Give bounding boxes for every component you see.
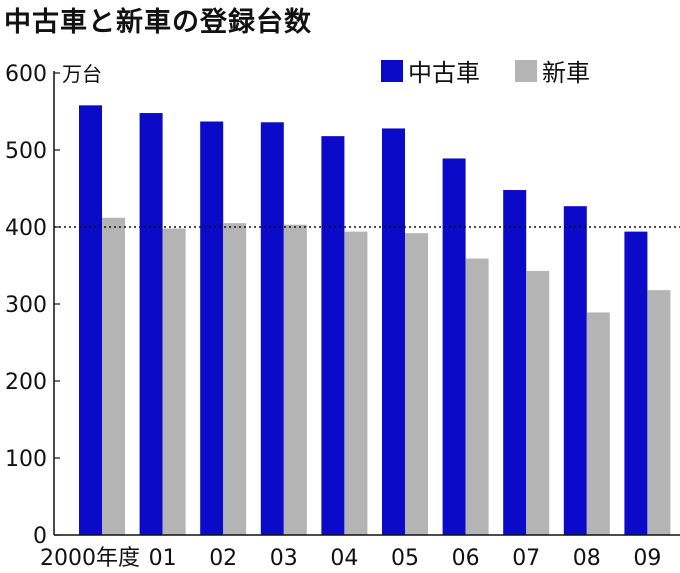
- bar-new-car: [405, 233, 428, 535]
- y-tick-label: 600: [5, 62, 47, 87]
- x-tick-label: 01: [149, 546, 177, 571]
- bar-used-car: [563, 206, 587, 535]
- x-tick-label: 05: [391, 546, 419, 571]
- bar-new-car: [102, 217, 125, 535]
- y-axis-ticks: 0 100 200 300 400 500 600: [5, 62, 60, 549]
- bar-used-car: [382, 128, 405, 535]
- y-tick-label: 200: [5, 370, 47, 395]
- legend-label: 新車: [542, 59, 590, 87]
- legend-swatch: [515, 60, 537, 82]
- x-tick-label: 04: [330, 546, 358, 571]
- bar-used-car: [503, 190, 527, 536]
- bar-used-car: [260, 122, 284, 535]
- y-tick-label: 500: [5, 139, 47, 164]
- x-axis-ticks: 2000年度 01 02 03 04 05 06 07 08 09: [40, 546, 661, 571]
- x-tick-label: 06: [452, 546, 480, 571]
- legend-label: 中古車: [408, 59, 480, 87]
- y-axis-unit-label: 万台: [62, 62, 102, 86]
- legend: 中古車 新車: [381, 59, 590, 87]
- x-tick-label: 07: [512, 546, 540, 571]
- x-tick-label: 03: [270, 546, 298, 571]
- bar-new-car: [647, 290, 671, 535]
- bar-new-car: [526, 270, 550, 535]
- bars: [79, 105, 671, 536]
- chart-title: 中古車と新車の登録台数: [4, 7, 312, 38]
- y-tick-label: 300: [5, 293, 47, 318]
- bar-used-car: [442, 158, 466, 535]
- x-tick-label: 09: [633, 546, 661, 571]
- bar-new-car: [344, 231, 368, 535]
- y-tick-label: 0: [33, 524, 47, 549]
- bar-new-car: [465, 258, 489, 535]
- x-tick-label: 02: [209, 546, 237, 571]
- x-tick-label: 08: [573, 546, 601, 571]
- bar-new-car: [162, 228, 186, 536]
- bar-used-car: [321, 136, 345, 535]
- bar-used-car: [624, 231, 648, 535]
- bar-new-car: [223, 223, 247, 535]
- y-tick-label: 400: [5, 216, 47, 241]
- legend-swatch: [381, 60, 403, 82]
- bar-new-car: [586, 312, 610, 535]
- y-tick-label: 100: [5, 447, 47, 472]
- x-tick-label: 2000年度: [40, 546, 140, 571]
- bar-used-car: [79, 105, 102, 535]
- bar-new-car: [283, 224, 307, 535]
- bar-used-car: [139, 113, 163, 535]
- bar-used-car: [200, 121, 224, 535]
